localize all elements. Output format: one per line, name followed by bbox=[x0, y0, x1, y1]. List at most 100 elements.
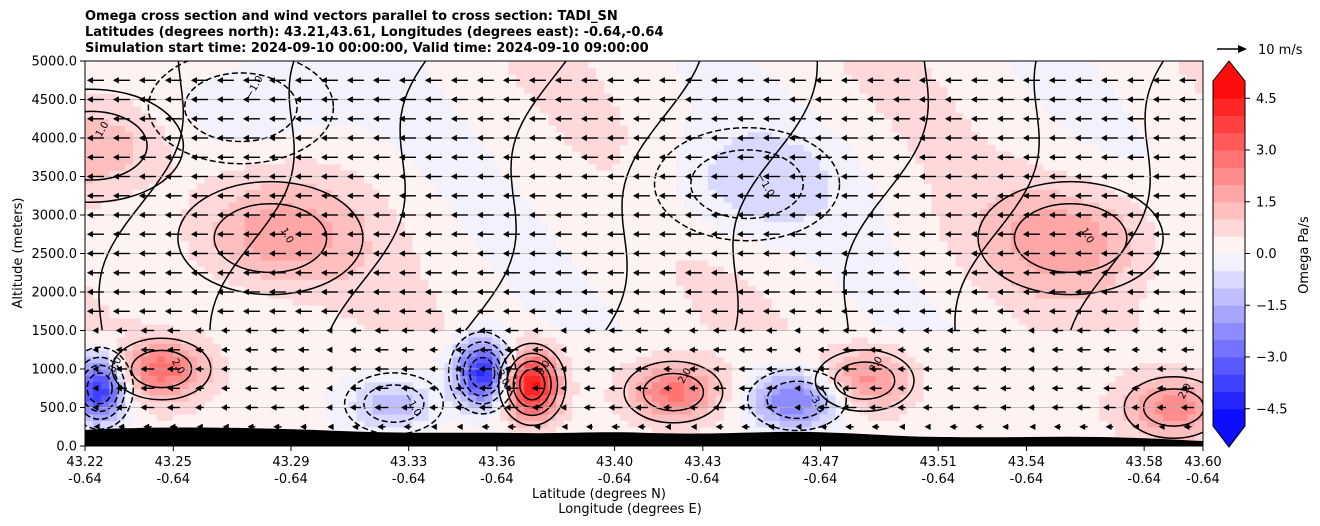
omega-cell bbox=[132, 105, 142, 113]
omega-cell bbox=[428, 150, 437, 158]
omega-cell bbox=[364, 304, 374, 312]
omega-cell bbox=[636, 298, 645, 306]
omega-cell bbox=[604, 176, 613, 184]
omega-cell bbox=[588, 150, 597, 158]
omega-cell bbox=[620, 105, 629, 113]
omega-cell bbox=[124, 234, 134, 242]
omega-cell bbox=[636, 221, 645, 229]
omega-cell bbox=[596, 311, 605, 319]
omega-cell bbox=[268, 381, 278, 389]
omega-cell bbox=[164, 401, 174, 409]
omega-cell bbox=[188, 330, 198, 338]
omega-cell bbox=[651, 105, 661, 113]
omega-cell bbox=[236, 298, 246, 306]
omega-cell bbox=[140, 259, 150, 267]
omega-cell bbox=[180, 369, 190, 377]
omega-cell bbox=[659, 176, 669, 184]
omega-cell bbox=[172, 413, 182, 421]
omega-cell bbox=[628, 304, 637, 312]
omega-cell bbox=[540, 112, 549, 120]
omega-cell bbox=[364, 420, 374, 428]
omega-cell bbox=[667, 259, 677, 267]
omega-cell bbox=[324, 61, 334, 69]
omega-cell bbox=[300, 118, 310, 126]
omega-cell bbox=[164, 163, 174, 171]
omega-cell bbox=[116, 394, 126, 402]
omega-cell bbox=[284, 61, 294, 69]
omega-cell bbox=[180, 401, 190, 409]
omega-cell bbox=[691, 234, 701, 242]
omega-cell bbox=[356, 426, 366, 434]
omega-cell bbox=[667, 112, 677, 120]
omega-cell bbox=[116, 67, 126, 75]
omega-cell bbox=[220, 176, 230, 184]
omega-cell bbox=[604, 388, 613, 396]
omega-cell bbox=[707, 298, 717, 306]
omega-cell bbox=[396, 401, 406, 409]
omega-cell bbox=[516, 304, 525, 312]
omega-cell bbox=[85, 227, 94, 235]
omega-cell bbox=[404, 304, 414, 312]
omega-cell bbox=[612, 343, 621, 351]
omega-cell bbox=[651, 240, 661, 248]
omega-cell bbox=[556, 195, 565, 203]
omega-cell bbox=[675, 420, 685, 428]
omega-cell bbox=[412, 298, 421, 306]
omega-cell bbox=[580, 426, 589, 434]
omega-cell bbox=[564, 227, 573, 235]
omega-cell bbox=[156, 131, 166, 139]
omega-cell bbox=[268, 150, 278, 158]
omega-cell bbox=[244, 221, 254, 229]
omega-cell bbox=[484, 330, 493, 338]
omega-cell bbox=[636, 311, 645, 319]
omega-cell bbox=[260, 195, 270, 203]
omega-cell bbox=[276, 285, 286, 293]
omega-cell bbox=[628, 105, 637, 113]
omega-cell bbox=[244, 144, 254, 152]
omega-cell bbox=[380, 182, 390, 190]
omega-cell bbox=[92, 86, 102, 94]
omega-cell bbox=[428, 67, 437, 75]
omega-cell bbox=[220, 413, 230, 421]
omega-cell bbox=[659, 298, 669, 306]
omega-cell bbox=[156, 138, 166, 146]
omega-cell bbox=[180, 138, 190, 146]
omega-cell bbox=[683, 375, 693, 383]
omega-cell bbox=[428, 61, 437, 69]
omega-cell bbox=[580, 407, 589, 415]
omega-cell bbox=[500, 304, 509, 312]
omega-cell bbox=[436, 285, 445, 293]
omega-cell bbox=[148, 93, 158, 101]
omega-cell bbox=[380, 426, 390, 434]
omega-cell bbox=[380, 144, 390, 152]
omega-cell bbox=[484, 253, 493, 261]
omega-cell bbox=[388, 343, 398, 351]
omega-cell bbox=[172, 208, 182, 216]
omega-cell bbox=[164, 336, 174, 344]
omega-cell bbox=[188, 157, 198, 165]
omega-cell bbox=[220, 330, 230, 338]
omega-cell bbox=[85, 202, 94, 210]
omega-cell bbox=[404, 61, 414, 69]
omega-cell bbox=[372, 118, 382, 126]
omega-cell bbox=[148, 202, 158, 210]
omega-cell bbox=[707, 61, 717, 69]
omega-cell bbox=[564, 259, 573, 267]
omega-cell bbox=[628, 279, 637, 287]
omega-cell bbox=[180, 163, 190, 171]
omega-cell bbox=[436, 208, 445, 216]
omega-cell bbox=[580, 125, 589, 133]
omega-cell bbox=[620, 80, 629, 88]
omega-cell bbox=[715, 349, 725, 357]
omega-cell bbox=[612, 298, 621, 306]
omega-cell bbox=[220, 240, 230, 248]
omega-cell bbox=[420, 420, 429, 428]
omega-cell bbox=[140, 221, 150, 229]
omega-cell bbox=[516, 336, 525, 344]
omega-cell bbox=[667, 298, 677, 306]
omega-cell bbox=[428, 182, 437, 190]
omega-cell bbox=[500, 259, 509, 267]
omega-cell bbox=[683, 388, 693, 396]
omega-cell bbox=[564, 182, 573, 190]
omega-cell bbox=[699, 112, 709, 120]
